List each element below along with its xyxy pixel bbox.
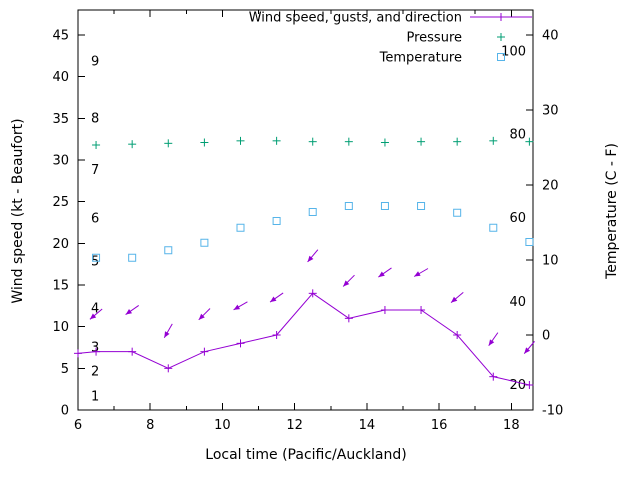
- y-left-tick-label: 20: [52, 237, 69, 252]
- y-right-tick-label: 40: [542, 28, 559, 43]
- axes: 6 8 10 12 14 16 18051015202530354045-100102030…: [52, 9, 563, 433]
- y-right-tick-label: -10: [542, 404, 563, 419]
- series-temperature: [92, 201, 534, 262]
- beaufort-label: 4: [91, 301, 99, 316]
- beaufort-label: 2: [91, 365, 99, 380]
- series-pressure: [92, 136, 534, 149]
- y-left-tick-label: 15: [52, 279, 69, 294]
- right-y-axis-title: Temperature (C - F): [604, 143, 620, 279]
- beaufort-label: 3: [91, 341, 99, 356]
- y-right-tick-label: 0: [542, 328, 550, 343]
- x-tick-label: 10: [214, 418, 231, 433]
- x-axis-title: Local time (Pacific/Auckland): [205, 447, 407, 463]
- x-tick-label: 12: [286, 418, 303, 433]
- x-tick-label: 16: [431, 418, 448, 433]
- y-left-tick-label: 40: [52, 70, 69, 85]
- y-right-tick-label: 20: [542, 178, 559, 193]
- x-tick-label: 18: [503, 418, 520, 433]
- beaufort-label: 6: [91, 211, 99, 226]
- beaufort-label: 9: [91, 55, 99, 70]
- legend-label: Wind speed, gusts, and direction: [249, 11, 462, 26]
- y-left-tick-label: 10: [52, 320, 69, 335]
- x-tick-label: 8: [146, 418, 154, 433]
- y-right-tick-label: 30: [542, 103, 559, 118]
- fahrenheit-label: 40: [509, 295, 526, 310]
- left-y-axis-title: Wind speed (kt - Beaufort): [10, 118, 26, 304]
- fahrenheit-label: 20: [509, 378, 526, 393]
- legend: Wind speed, gusts, and direction Pressure…: [249, 11, 532, 66]
- fahrenheit-label: 60: [509, 211, 526, 226]
- y-left-tick-label: 0: [61, 404, 69, 419]
- y-left-tick-label: 25: [52, 195, 69, 210]
- y-left-tick-label: 30: [52, 154, 69, 169]
- y-left-tick-label: 45: [52, 29, 69, 44]
- series-wind-speed-gusts-and-direction: [74, 289, 534, 389]
- series-wind-gust-direction-arrows: [89, 249, 535, 354]
- x-tick-label: 14: [359, 418, 376, 433]
- legend-label: Temperature: [379, 51, 462, 66]
- fahrenheit-label: 80: [509, 128, 526, 143]
- beaufort-label: 5: [91, 255, 99, 270]
- beaufort-label: 7: [91, 163, 99, 178]
- legend-label: Pressure: [406, 31, 462, 46]
- y-left-tick-label: 5: [61, 362, 69, 377]
- fahrenheit-label: 100: [501, 44, 526, 59]
- beaufort-label: 8: [91, 111, 99, 126]
- y-left-tick-label: 35: [52, 112, 69, 127]
- scale-labels: 1 2 3 4 5 6 7 8 9 20 40 60 80 100: [91, 44, 526, 404]
- x-tick-label: 6: [74, 418, 82, 433]
- y-right-tick-label: 10: [542, 253, 559, 268]
- beaufort-label: 1: [91, 390, 99, 405]
